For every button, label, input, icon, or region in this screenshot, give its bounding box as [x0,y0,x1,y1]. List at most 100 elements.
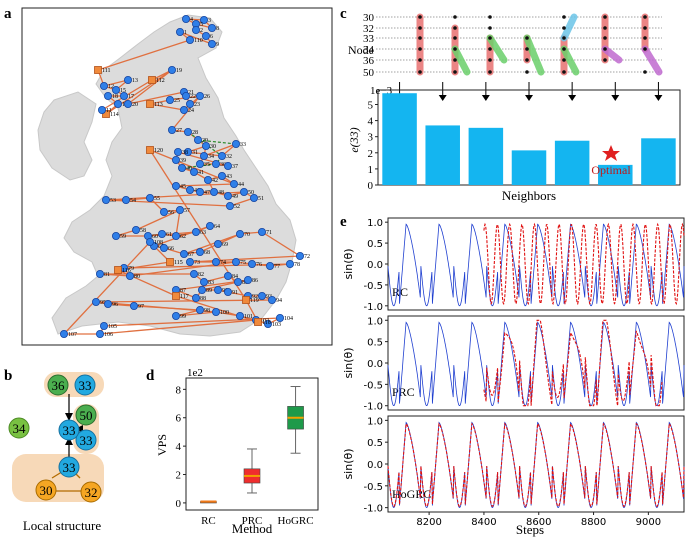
combo-3-dot-2 [525,36,529,40]
bar-ytick-label-0: 0 [368,180,374,192]
bus-label-97: 97 [138,304,144,310]
bus-node-61 [157,229,166,238]
bus-label-27: 27 [176,128,182,134]
bus-node-51 [249,193,258,202]
bus-node-2 [191,25,200,34]
bus-node-107 [60,329,69,338]
bus-node-78 [285,259,294,268]
bus-node-35 [195,159,204,168]
combo-1-dot-0 [453,15,457,19]
bus-node-88 [191,293,200,302]
bus-label-54: 54 [130,198,136,204]
bus-node-93 [257,291,266,300]
bus-node-43 [217,171,226,180]
bus-label-19: 19 [176,68,182,74]
bus-node-89 [197,285,206,294]
combo-3-dot-4 [525,58,529,62]
combo-0-dot-1 [418,26,422,30]
bus-label-75: 75 [240,260,246,266]
bus-label-119: 119 [250,298,259,304]
bus-label-91: 91 [232,290,238,296]
bus-label-53: 53 [110,198,116,204]
combo-1-dot-4 [453,58,457,62]
e-ytick-label-2--1.0: -1.0 [363,504,383,515]
bus-node-70 [235,229,244,238]
bus-node-22 [181,92,190,101]
bus-label-18: 18 [112,94,118,100]
e-ytick-label-2-0.5: 0.5 [367,438,383,449]
bus-node-72 [295,251,304,260]
bus-node-83 [199,277,208,286]
combo-1-hyper [451,45,471,76]
box-plot-x-label: Method [232,521,273,536]
e-ytick-label-1-0.0: 0.0 [367,359,383,370]
bus-node-46 [185,185,194,194]
box-plot: 1e2 VPS Method 0 2 4 6 8 RC PRC HoGRC [155,367,319,536]
bus-node-15 [112,86,121,95]
arrow-head-2 [481,95,490,101]
bus-node-17 [120,92,129,101]
bus-label-44: 44 [238,182,244,188]
bus-label-96: 96 [112,302,118,308]
bus-label-63: 63 [200,230,206,236]
bus-label-28: 28 [192,130,198,136]
combo-2-dot-2 [488,36,492,40]
e-ylabel-2: sin(θ) [342,448,355,479]
line-67-70 [183,233,241,255]
box-ytick-label-4: 4 [176,441,182,453]
subplot-PRC: 1.0 0.5 0.0 -0.5 -1.0 sin(θ) PRC [342,315,685,413]
bus-node-40 [177,163,186,172]
node-33-c-label: 33 [63,460,76,475]
line-72-73 [189,255,301,263]
combo-1-dot-5 [453,70,457,74]
combo-4-dot-5 [562,70,566,74]
combo-3-hyper [523,34,545,76]
bus-label-4: 4 [190,17,193,23]
combo-4-dot-3 [562,47,566,51]
bus-node-55 [145,193,154,202]
bus-node-90 [213,285,222,294]
bus-label-113: 113 [154,102,163,108]
combo-2-dot-5 [488,70,492,74]
bus-label-24: 24 [188,108,194,114]
node-30-label: 30 [40,483,53,498]
bus-label-104: 104 [284,316,293,322]
e-ytick-label-1-1.0: 1.0 [367,316,383,327]
bus-label-51: 51 [258,196,264,202]
bus-label-76: 76 [256,262,262,268]
combo-2-dot-1 [488,26,492,30]
e-xtick-label-9000: 9000 [636,517,661,528]
bus-node-48 [209,187,218,196]
box-xtick-RC: RC [201,515,216,527]
bus-label-34: 34 [208,154,214,160]
bus-label-57: 57 [184,208,190,214]
subplot-HoGRC: 1.0 0.5 0.0 -0.5 -1.0 sin(θ) HoGRC 8200 8400 8600… [342,415,685,528]
bus-node-47 [195,187,204,196]
bus-node-101 [235,311,244,320]
true-series-0 [387,223,685,307]
bus-node-27 [167,126,176,135]
line-33-34 [203,143,237,157]
bus-label-100: 100 [220,310,229,316]
bus-label-111: 111 [102,68,111,74]
bus-label-68: 68 [204,250,210,256]
e-ytick-label-2-0.0: 0.0 [367,460,383,471]
bus-node-44 [229,179,238,188]
bus-label-52: 52 [234,204,240,210]
bus-label-106: 106 [104,332,113,338]
combo-4-dot-4 [562,58,566,62]
e-ytick-label-0-0.0: 0.0 [367,260,383,271]
bus-node-99 [171,311,180,320]
line-85-89 [201,281,239,291]
bus-node-58 [131,225,140,234]
combo-0-dot-5 [418,70,422,74]
bus-label-87: 87 [180,288,186,294]
combo-3-dot-5 [525,70,529,74]
bus-node-62 [171,231,180,240]
line-24-113 [149,103,185,111]
e-method-label-0: RC [392,285,408,299]
line-71-72 [261,231,301,257]
node-33-b-label: 33 [80,433,93,448]
bar-5 [598,164,633,185]
